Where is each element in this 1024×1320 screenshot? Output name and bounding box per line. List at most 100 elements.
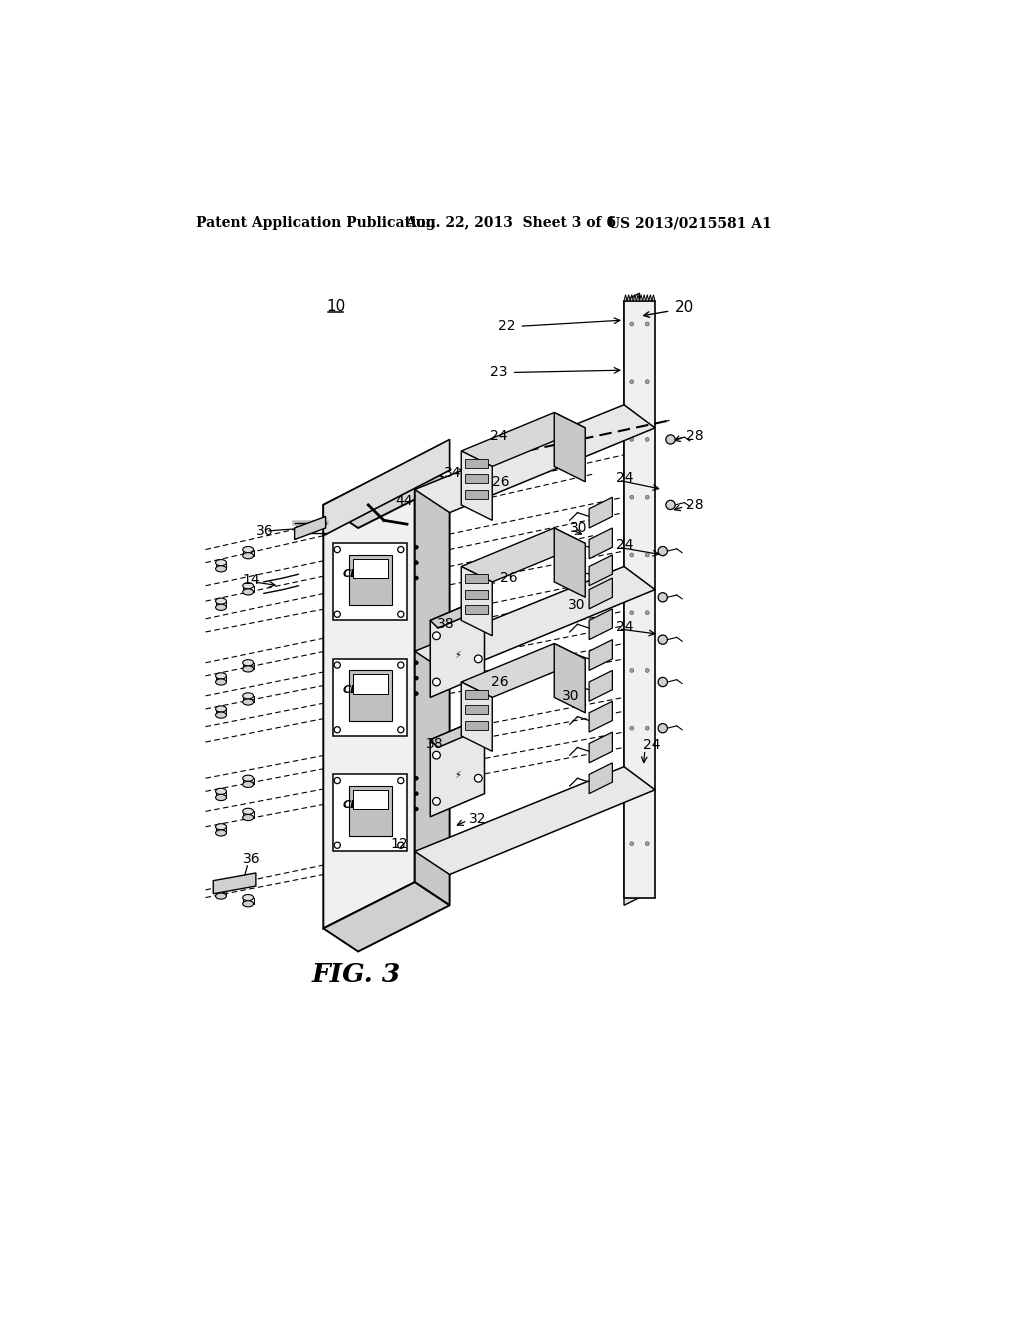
Text: CB1: CB1 <box>342 800 367 810</box>
Ellipse shape <box>216 795 226 800</box>
Polygon shape <box>643 294 646 301</box>
Ellipse shape <box>243 546 254 553</box>
Text: 24: 24 <box>616 471 634 484</box>
Ellipse shape <box>243 895 254 900</box>
Polygon shape <box>633 294 636 301</box>
Circle shape <box>474 655 482 663</box>
Polygon shape <box>465 474 488 483</box>
Polygon shape <box>324 440 450 536</box>
Polygon shape <box>352 675 388 693</box>
Ellipse shape <box>216 706 226 711</box>
Circle shape <box>432 751 440 759</box>
Circle shape <box>474 775 482 781</box>
Polygon shape <box>554 644 586 713</box>
Circle shape <box>334 663 340 668</box>
Circle shape <box>630 726 634 730</box>
Polygon shape <box>465 605 488 614</box>
Text: 24: 24 <box>616 539 634 552</box>
Polygon shape <box>461 682 493 751</box>
Circle shape <box>666 434 675 444</box>
Polygon shape <box>415 459 450 906</box>
Ellipse shape <box>216 605 226 610</box>
Ellipse shape <box>243 582 254 589</box>
Polygon shape <box>589 763 612 793</box>
Polygon shape <box>627 294 630 301</box>
Polygon shape <box>334 544 407 620</box>
Polygon shape <box>465 590 488 599</box>
Circle shape <box>334 726 340 733</box>
Circle shape <box>645 784 649 788</box>
Polygon shape <box>430 598 484 697</box>
Ellipse shape <box>216 887 226 892</box>
Text: CB2: CB2 <box>342 685 367 694</box>
Circle shape <box>334 611 340 618</box>
Polygon shape <box>461 644 586 697</box>
Circle shape <box>658 677 668 686</box>
Circle shape <box>474 609 482 616</box>
Circle shape <box>415 807 418 810</box>
Circle shape <box>334 546 340 553</box>
Text: 28: 28 <box>686 498 703 512</box>
Text: 26: 26 <box>490 675 508 689</box>
Text: 34: 34 <box>444 466 462 479</box>
Ellipse shape <box>216 824 226 830</box>
Circle shape <box>630 784 634 788</box>
Polygon shape <box>295 516 326 540</box>
Circle shape <box>432 632 440 640</box>
Polygon shape <box>465 689 488 700</box>
Ellipse shape <box>243 700 254 705</box>
Polygon shape <box>324 459 415 928</box>
Text: 38: 38 <box>426 737 444 751</box>
Ellipse shape <box>243 553 254 558</box>
Ellipse shape <box>216 566 226 572</box>
Circle shape <box>645 437 649 441</box>
Polygon shape <box>430 717 484 817</box>
Polygon shape <box>636 294 640 301</box>
Ellipse shape <box>243 693 254 700</box>
Circle shape <box>397 726 403 733</box>
Circle shape <box>397 546 403 553</box>
Polygon shape <box>415 767 655 875</box>
Polygon shape <box>649 294 652 301</box>
Ellipse shape <box>216 673 226 678</box>
Text: CB3: CB3 <box>342 569 367 579</box>
Circle shape <box>415 792 418 796</box>
Polygon shape <box>213 873 256 894</box>
Polygon shape <box>334 775 407 851</box>
Polygon shape <box>465 721 488 730</box>
Ellipse shape <box>243 775 254 781</box>
Circle shape <box>415 776 418 780</box>
Text: 36: 36 <box>243 853 260 866</box>
Polygon shape <box>589 578 612 609</box>
Ellipse shape <box>243 781 254 788</box>
Ellipse shape <box>243 808 254 814</box>
Circle shape <box>645 611 649 615</box>
Polygon shape <box>352 789 388 809</box>
Text: ⚡: ⚡ <box>454 770 461 779</box>
Text: 23: 23 <box>490 366 508 379</box>
Circle shape <box>630 380 634 384</box>
Polygon shape <box>589 701 612 733</box>
Text: 24: 24 <box>490 429 508 442</box>
Circle shape <box>415 545 418 549</box>
Text: 22: 22 <box>498 319 515 333</box>
Polygon shape <box>554 412 586 482</box>
Circle shape <box>397 777 403 784</box>
Polygon shape <box>465 574 488 583</box>
Polygon shape <box>349 785 391 836</box>
Polygon shape <box>589 554 612 586</box>
Circle shape <box>658 593 668 602</box>
Circle shape <box>415 661 418 665</box>
Circle shape <box>645 322 649 326</box>
Circle shape <box>645 726 649 730</box>
Text: 30: 30 <box>569 521 587 535</box>
Polygon shape <box>461 412 586 466</box>
Circle shape <box>658 635 668 644</box>
Circle shape <box>630 611 634 615</box>
Polygon shape <box>589 528 612 558</box>
Ellipse shape <box>243 589 254 595</box>
Text: 14: 14 <box>243 573 260 587</box>
Ellipse shape <box>243 900 254 907</box>
Text: 20: 20 <box>675 300 693 314</box>
Polygon shape <box>589 609 612 640</box>
